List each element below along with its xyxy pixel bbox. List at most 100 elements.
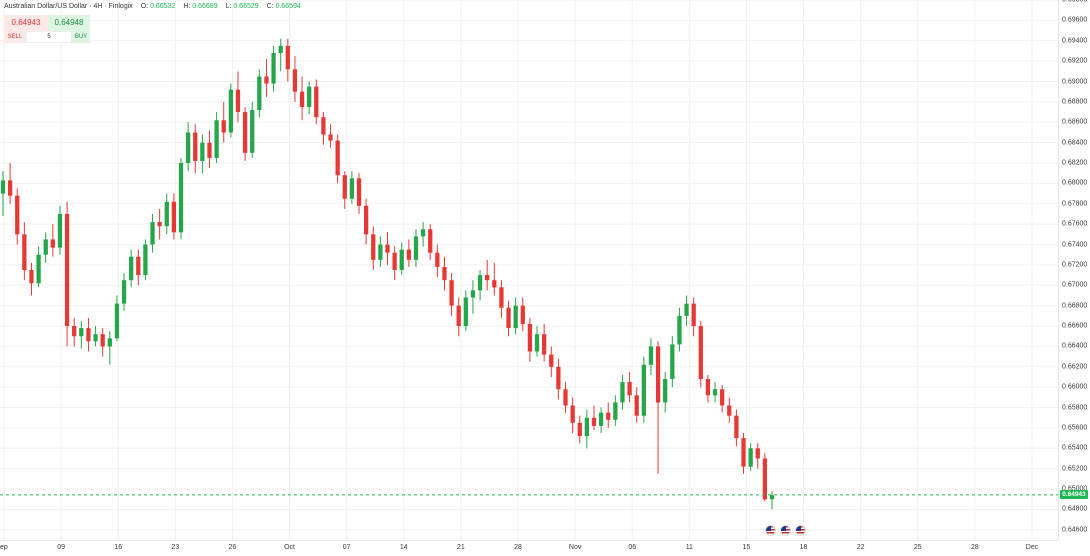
candle[interactable] — [214, 112, 219, 164]
candle[interactable] — [349, 171, 355, 204]
candle[interactable] — [741, 433, 746, 474]
candle[interactable] — [406, 239, 411, 267]
candle[interactable] — [684, 295, 689, 327]
candle[interactable] — [22, 222, 27, 281]
buy-price-button[interactable]: 0.64948 — [48, 15, 90, 31]
candle[interactable] — [271, 45, 276, 92]
candle[interactable] — [378, 236, 383, 267]
candle[interactable] — [606, 402, 611, 428]
us-flag-icon[interactable] — [795, 525, 806, 536]
candle[interactable] — [705, 374, 711, 403]
price-axis[interactable]: 0.69800 0.69600 0.69400 0.69200 0.69000 0.688… — [1058, 0, 1090, 540]
candle[interactable] — [506, 300, 511, 337]
candle[interactable] — [641, 356, 646, 423]
candle[interactable] — [420, 222, 426, 247]
candle[interactable] — [577, 415, 582, 444]
candle[interactable] — [335, 134, 340, 184]
candle[interactable] — [663, 371, 668, 413]
candle[interactable] — [762, 453, 768, 502]
candle[interactable] — [235, 71, 241, 123]
candle[interactable] — [328, 124, 333, 148]
candle[interactable] — [748, 443, 753, 471]
candle[interactable] — [620, 374, 625, 410]
candle[interactable] — [470, 280, 476, 314]
candle[interactable] — [527, 317, 533, 362]
candle[interactable] — [200, 134, 205, 174]
candle[interactable] — [150, 213, 155, 253]
candle[interactable] — [613, 395, 618, 426]
candle[interactable] — [64, 201, 70, 347]
candle[interactable] — [413, 229, 419, 267]
candle[interactable] — [356, 173, 362, 214]
candle[interactable] — [627, 371, 632, 403]
candle[interactable] — [648, 338, 654, 375]
candle[interactable] — [278, 38, 283, 72]
candle[interactable] — [178, 157, 184, 240]
candle[interactable] — [207, 130, 212, 169]
candle[interactable] — [29, 262, 34, 296]
candle[interactable] — [727, 397, 732, 423]
candle[interactable] — [72, 317, 77, 347]
us-flag-icon[interactable] — [765, 525, 776, 536]
candle[interactable] — [477, 270, 483, 301]
candle[interactable] — [79, 320, 84, 349]
candle[interactable] — [556, 358, 561, 400]
candle[interactable] — [456, 297, 461, 337]
candle[interactable] — [591, 405, 597, 430]
candle[interactable] — [143, 239, 148, 281]
candle[interactable] — [442, 256, 447, 291]
candle[interactable] — [100, 328, 105, 357]
candle[interactable] — [549, 346, 554, 377]
candle[interactable] — [107, 331, 112, 365]
candle[interactable] — [698, 320, 703, 388]
candle[interactable] — [769, 491, 775, 510]
candle[interactable] — [171, 193, 177, 240]
time-axis[interactable]: ep 09 16 23 26 Oct 07 14 21 28 Nov 06 11 15 18 22 25 28 De… — [0, 540, 1058, 556]
candle[interactable] — [43, 232, 48, 263]
buy-button[interactable]: BUY — [72, 31, 90, 43]
candle[interactable] — [499, 280, 504, 318]
candle[interactable] — [385, 232, 390, 265]
candle[interactable] — [670, 336, 675, 388]
candle[interactable] — [7, 163, 13, 204]
candle[interactable] — [36, 246, 41, 288]
sell-price-button[interactable]: 0.64943 — [4, 15, 48, 31]
candle[interactable] — [755, 443, 760, 469]
candle[interactable] — [399, 242, 404, 276]
candle[interactable] — [677, 307, 682, 352]
candle[interactable] — [485, 259, 490, 291]
candle[interactable] — [520, 297, 525, 332]
candle[interactable] — [492, 262, 497, 296]
candle[interactable] — [250, 101, 255, 158]
candle[interactable] — [93, 326, 98, 347]
candlestick-chart[interactable] — [0, 0, 1058, 540]
candle[interactable] — [221, 101, 226, 143]
candle[interactable] — [0, 171, 6, 216]
candle[interactable] — [86, 317, 91, 352]
candle[interactable] — [321, 112, 326, 145]
candle[interactable] — [371, 226, 376, 270]
candle[interactable] — [570, 397, 575, 434]
quantity-input[interactable]: 5 — [26, 31, 72, 43]
candle[interactable] — [449, 273, 454, 316]
candle[interactable] — [264, 59, 269, 97]
candle[interactable] — [257, 69, 262, 118]
candle[interactable] — [342, 171, 347, 209]
candle[interactable] — [655, 341, 661, 474]
sell-button[interactable]: SELL — [4, 31, 26, 43]
candle[interactable] — [314, 79, 319, 125]
candle[interactable] — [720, 385, 725, 413]
candle[interactable] — [513, 297, 518, 335]
candle[interactable] — [392, 246, 397, 281]
candle[interactable] — [114, 295, 120, 342]
candle[interactable] — [364, 198, 369, 245]
candle[interactable] — [228, 83, 233, 138]
candle[interactable] — [598, 407, 604, 434]
candle[interactable] — [242, 106, 248, 161]
candle[interactable] — [57, 205, 63, 255]
candle[interactable] — [193, 124, 198, 174]
candle[interactable] — [634, 387, 639, 423]
candle[interactable] — [292, 56, 298, 102]
candle[interactable] — [299, 76, 305, 121]
candle[interactable] — [157, 208, 162, 240]
